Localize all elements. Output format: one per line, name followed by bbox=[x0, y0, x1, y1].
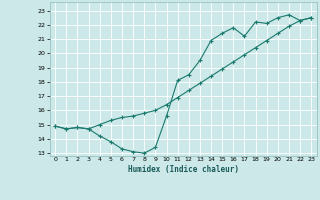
X-axis label: Humidex (Indice chaleur): Humidex (Indice chaleur) bbox=[128, 165, 239, 174]
